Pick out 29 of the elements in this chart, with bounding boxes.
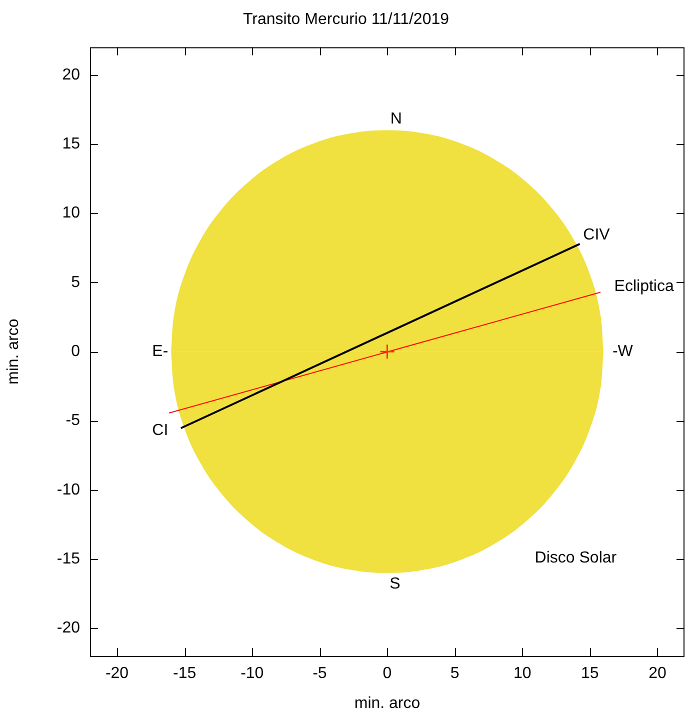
annotation: -W (612, 343, 634, 360)
y-axis-title: min. arco (5, 318, 22, 384)
y-tick-label: -5 (66, 412, 80, 430)
x-tick-label: -15 (173, 665, 196, 682)
y-tick-label: 15 (62, 135, 80, 152)
y-tick-label: 5 (71, 274, 80, 291)
y-tick-label: 20 (62, 66, 80, 84)
x-tick-label: -20 (105, 665, 129, 682)
y-tick-label: -10 (56, 481, 80, 498)
x-tick-label: 15 (581, 665, 599, 682)
annotation: N (390, 110, 402, 128)
y-tick-label: -15 (56, 550, 80, 568)
annotation: S (390, 576, 400, 593)
x-tick-label: -5 (312, 665, 327, 682)
annotation: CI (152, 422, 168, 440)
x-tick-label: 10 (513, 665, 532, 682)
annotation: Ecliptica (614, 278, 674, 295)
x-tick-label: 5 (450, 665, 460, 682)
annotation: Disco Solar (534, 549, 618, 566)
x-tick-label: -10 (240, 665, 264, 682)
y-tick-label: 10 (62, 204, 80, 222)
x-axis-title: min. arco (354, 694, 420, 712)
annotation: E- (152, 343, 168, 360)
y-tick-label: 0 (71, 343, 80, 360)
chart-title: Transito Mercurio 11/11/2019 (242, 11, 450, 28)
x-tick-label: 20 (648, 665, 666, 682)
annotation: CIV (583, 226, 610, 244)
x-tick-label: 0 (382, 665, 392, 682)
y-tick-label: -20 (56, 620, 80, 637)
